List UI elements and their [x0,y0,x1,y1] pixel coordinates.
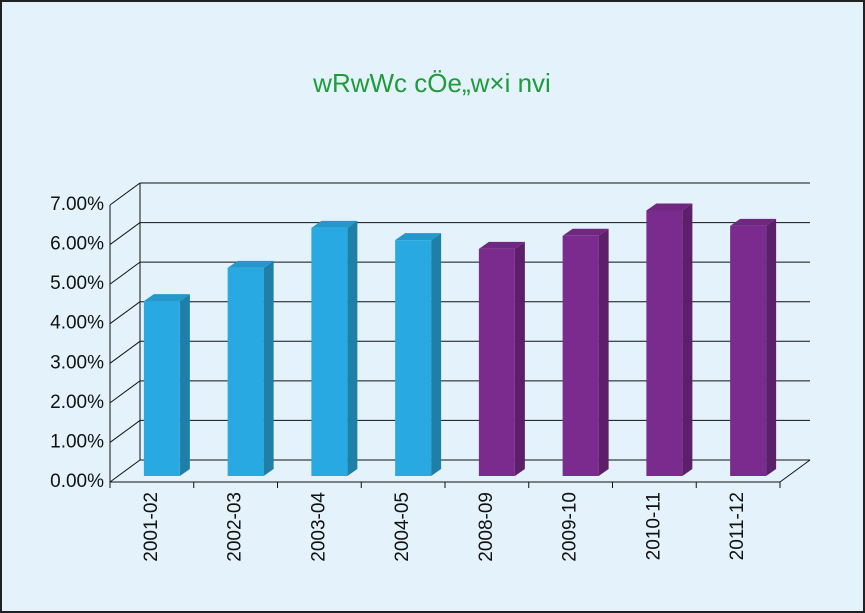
x-tick-label: 2010-11 [643,492,664,560]
bar-side [431,233,442,476]
bar-side [347,220,358,476]
grid-side [109,261,141,285]
bar [311,227,348,476]
y-tick-label: 7.00% [50,194,104,215]
y-tick-label: 1.00% [50,431,104,452]
grid-side [109,380,141,404]
x-tick-label: 2009-10 [560,492,581,562]
bar [227,267,264,476]
x-tick-label: 2011-12 [727,492,748,560]
bar [646,210,683,476]
grid-side [109,459,141,483]
grid-side [109,420,141,443]
x-tick-label: 2003-04 [308,492,329,562]
bar-side [179,294,190,476]
bar-top [311,220,358,228]
bar-top [730,218,777,226]
floor-right [779,459,811,483]
x-tick-label: 2004-05 [392,492,413,562]
bar [562,235,599,476]
bar-top [227,260,274,268]
bar-top [646,203,693,211]
y-tick-label: 2.00% [50,392,104,413]
grid-side [109,340,141,364]
bar-side [766,218,777,476]
y-tick-label: 0.00% [50,471,104,492]
grid-side [109,182,141,206]
bar-top [395,233,442,241]
chart-title: wRwWc cÖe„w×i nvi [312,68,551,98]
bar [143,301,180,476]
y-tick-label: 4.00% [50,313,104,334]
y-tick-label: 5.00% [50,273,104,294]
bar-side [263,260,274,476]
bar [478,248,515,476]
bar [395,240,432,476]
x-tick-label: 2008-09 [476,492,497,562]
bar-side [682,203,693,476]
y-tick-label: 6.00% [50,234,104,255]
grid-side [109,222,141,245]
x-tick-label: 2001-02 [141,492,162,562]
bar-top [478,241,525,249]
bar [730,225,767,476]
bar-side [598,228,609,476]
grid-side [109,301,141,325]
bar-top [562,228,609,236]
bar-top [143,294,190,302]
bar-side [514,241,525,476]
y-tick-label: 3.00% [50,352,104,373]
x-tick-label: 2002-03 [225,492,246,562]
